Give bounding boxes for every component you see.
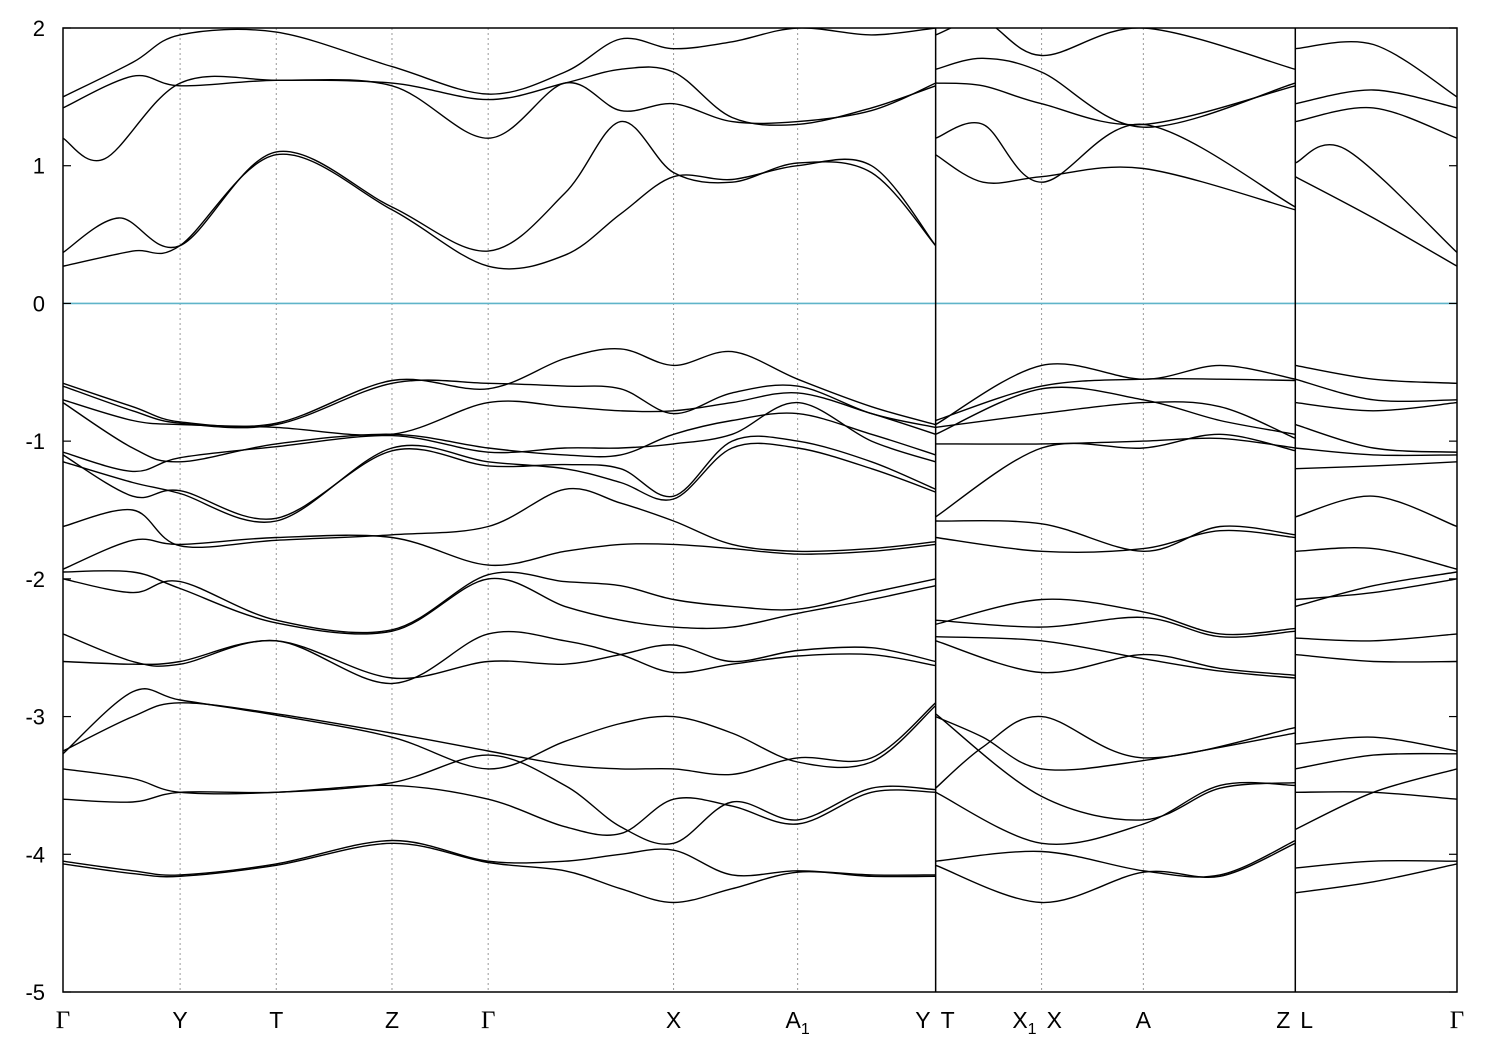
band-line bbox=[1295, 752, 1457, 770]
kpoint-label: Z bbox=[1276, 1007, 1290, 1033]
band-line bbox=[1295, 143, 1457, 254]
band-line bbox=[935, 640, 1296, 676]
x-axis-kpoint-labels: Γ Y T Z Γ X A1 Y T X1 X A Z L Γ bbox=[56, 1007, 1464, 1038]
band-line bbox=[1295, 495, 1457, 528]
band-line bbox=[935, 529, 1296, 553]
band-line bbox=[935, 839, 1296, 878]
band-line bbox=[935, 713, 1296, 821]
band-line bbox=[63, 442, 936, 523]
band-line bbox=[63, 534, 936, 570]
kpoint-label: Y bbox=[915, 1007, 930, 1033]
y-tick-label: -5 bbox=[25, 980, 45, 1005]
kpoint-label: L bbox=[1300, 1007, 1313, 1033]
band-line bbox=[63, 347, 936, 428]
kpoint-label: X bbox=[1047, 1007, 1062, 1033]
kpoint-label: A bbox=[1136, 1007, 1152, 1033]
band-line bbox=[63, 842, 936, 904]
band-line bbox=[63, 639, 936, 680]
band-line bbox=[1295, 578, 1457, 601]
path-break-lines bbox=[934, 28, 1297, 992]
band-line bbox=[1295, 378, 1457, 403]
band-line bbox=[1295, 447, 1457, 457]
kpoint-label: Γ bbox=[481, 1007, 495, 1034]
band-line bbox=[935, 82, 1296, 126]
band-line bbox=[63, 379, 936, 429]
band-line bbox=[935, 363, 1296, 426]
band-line bbox=[63, 75, 936, 162]
band-line bbox=[63, 66, 936, 126]
kpoint-label: X bbox=[666, 1007, 681, 1033]
kpoint-label: Γ bbox=[56, 1007, 70, 1034]
kpoint-label: A1 bbox=[786, 1007, 810, 1038]
band-line bbox=[63, 688, 937, 770]
band-line bbox=[1295, 423, 1457, 453]
band-line bbox=[935, 154, 1296, 211]
band-line bbox=[935, 437, 1296, 449]
band-line bbox=[63, 571, 936, 634]
band-line bbox=[63, 754, 936, 845]
kpoint-label: T bbox=[941, 1007, 955, 1033]
band-line bbox=[63, 402, 936, 463]
band-line bbox=[63, 28, 936, 98]
band-line bbox=[63, 702, 937, 776]
band-line bbox=[63, 120, 937, 254]
band-line bbox=[63, 487, 936, 553]
band-line bbox=[63, 570, 936, 635]
band-line bbox=[1295, 863, 1457, 894]
kpoint-label: Z bbox=[385, 1007, 399, 1033]
band-line bbox=[935, 386, 1296, 435]
y-tick-label: -1 bbox=[25, 429, 45, 454]
y-tick-label: -4 bbox=[25, 842, 45, 867]
kpoint-label: X1 bbox=[1012, 1007, 1036, 1038]
band-line bbox=[935, 715, 1296, 789]
y-tick-label: -3 bbox=[25, 705, 45, 730]
plot-frame bbox=[62, 27, 1458, 993]
band-line bbox=[1295, 546, 1457, 570]
y-axis-ticks: 2 1 0 -1 -2 -3 -4 -5 bbox=[25, 16, 1457, 1005]
band-line bbox=[1295, 461, 1457, 470]
band-line bbox=[1294, 768, 1457, 831]
band-line bbox=[935, 57, 1296, 128]
band-line bbox=[1295, 401, 1457, 412]
y-tick-label: 0 bbox=[33, 291, 45, 316]
band-line bbox=[935, 598, 1296, 636]
band-line bbox=[935, 636, 1296, 679]
y-tick-label: -2 bbox=[25, 567, 45, 592]
band-line bbox=[1295, 571, 1457, 608]
band-line bbox=[935, 781, 1296, 845]
band-line bbox=[935, 519, 1296, 553]
band-line bbox=[935, 616, 1296, 638]
band-line bbox=[63, 435, 936, 520]
kpoint-label: Y bbox=[172, 1007, 187, 1033]
band-line bbox=[935, 122, 1296, 208]
y-tick-label: 1 bbox=[33, 154, 45, 179]
band-line bbox=[1295, 89, 1457, 109]
band-line bbox=[935, 433, 1296, 518]
band-line bbox=[1295, 859, 1457, 869]
band-line bbox=[1295, 106, 1457, 139]
kpoint-label: T bbox=[269, 1007, 283, 1033]
band-line bbox=[935, 842, 1296, 904]
band-line bbox=[63, 839, 936, 877]
y-tick-label: 2 bbox=[33, 16, 45, 41]
band-line bbox=[935, 377, 1296, 422]
band-line bbox=[1294, 176, 1457, 267]
band-line bbox=[935, 715, 1296, 771]
band-line bbox=[1295, 364, 1457, 384]
band-line bbox=[63, 153, 937, 270]
band-line bbox=[935, 401, 1296, 440]
band-line bbox=[1295, 633, 1457, 642]
band-line bbox=[1295, 736, 1457, 752]
band-line bbox=[1295, 41, 1457, 98]
band-line bbox=[1295, 791, 1457, 800]
band-line bbox=[1295, 653, 1457, 663]
band-line bbox=[935, 28, 1296, 70]
band-lines bbox=[63, 28, 1457, 904]
band-line bbox=[63, 401, 936, 473]
band-line bbox=[63, 391, 936, 437]
kpoint-label: Γ bbox=[1450, 1007, 1464, 1034]
band-line bbox=[63, 630, 936, 685]
